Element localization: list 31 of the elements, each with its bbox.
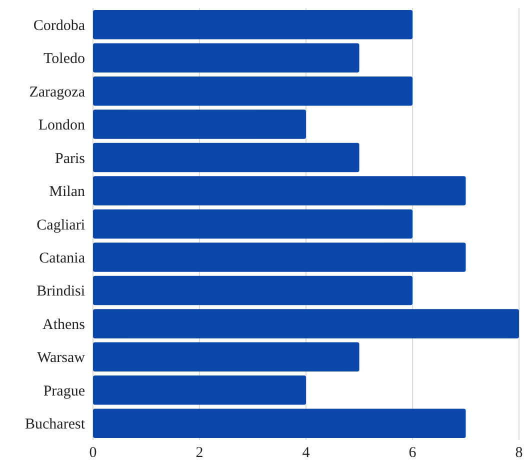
- y-tick-label: Cagliari: [36, 217, 85, 234]
- y-tick-label: Toledo: [44, 51, 85, 68]
- x-tick-label: 0: [89, 445, 97, 461]
- y-tick-label: Warsaw: [37, 350, 86, 366]
- bar: [93, 43, 360, 72]
- y-tick-label: London: [38, 118, 86, 134]
- bar: [93, 376, 306, 405]
- bar: [93, 276, 412, 306]
- x-tick-label: 4: [302, 445, 310, 461]
- bar: [93, 209, 412, 239]
- bar: [93, 10, 412, 40]
- y-tick-label: Prague: [43, 383, 86, 400]
- bar: [93, 176, 466, 206]
- y-tick-label: Brindisi: [36, 284, 85, 300]
- bar: [93, 110, 306, 139]
- x-tick-label: 8: [515, 445, 523, 461]
- bar: [93, 242, 466, 272]
- y-tick-label: Cordoba: [33, 18, 86, 34]
- x-tick-label: 2: [196, 445, 204, 461]
- y-tick-label: Zaragoza: [29, 84, 86, 100]
- y-tick-label: Athens: [42, 316, 86, 333]
- y-tick-label: Catania: [39, 250, 86, 266]
- bar: [93, 76, 412, 106]
- y-tick-label: Bucharest: [25, 416, 86, 433]
- bar: [93, 408, 466, 438]
- bar: [93, 309, 519, 338]
- y-tick-label: Milan: [49, 184, 86, 200]
- bar: [93, 142, 360, 172]
- y-tick-label: Paris: [55, 150, 86, 167]
- x-tick-label: 6: [408, 445, 417, 461]
- bar: [93, 342, 360, 372]
